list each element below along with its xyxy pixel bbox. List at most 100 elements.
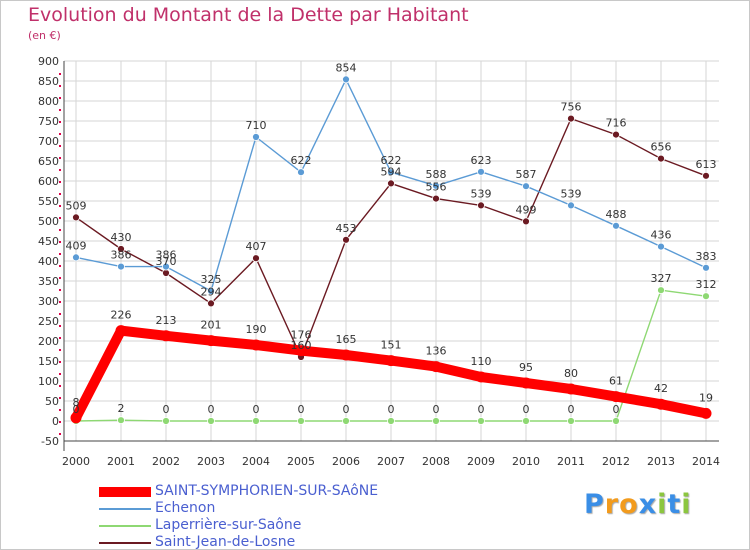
x-tick-label: 2001 [107,455,135,468]
data-point-saint-symphorien-sur-sa-ne [115,325,127,337]
y-tick-label: -50 [41,435,59,448]
data-point-saint-jean-de-losne [387,179,395,188]
axis-dot [59,241,61,243]
data-label-laperri-re-sur-sa-ne: 0 [568,403,575,416]
y-tick-label: 50 [45,395,59,408]
axis-dot [59,169,61,171]
data-label-laperri-re-sur-sa-ne: 0 [433,403,440,416]
data-label-saint-jean-de-losne: 613 [696,158,717,171]
legend-label: Saint-Jean-de-Losne [155,534,296,550]
data-label-saint-jean-de-losne: 160 [291,339,312,352]
data-point-saint-jean-de-losne [477,201,485,210]
x-tick-label: 2005 [287,455,315,468]
data-label-echenon: 710 [246,119,267,132]
legend-label: SAINT-SYMPHORIEN-SUR-SAôNE [155,483,379,499]
data-point-saint-symphorien-sur-sa-ne [610,391,622,403]
axis-dot [59,301,61,303]
data-point-saint-symphorien-sur-sa-ne [250,339,262,351]
line-chart: -500501001502002503003504004505005506006… [38,55,720,468]
axis-dot [59,349,61,351]
data-point-saint-symphorien-sur-sa-ne [205,335,217,347]
proxiti-logo: Proxiti [584,489,692,520]
chart-title: Evolution du Montant de la Dette par Hab… [28,4,469,26]
data-point-laperri-re-sur-sa-ne [612,417,620,425]
data-label-echenon: 623 [471,154,492,167]
data-point-saint-jean-de-losne [657,154,665,163]
data-label-saint-jean-de-losne: 294 [201,285,222,298]
x-tick-label: 2011 [557,455,585,468]
data-point-echenon [297,168,305,177]
data-label-saint-symphorien-sur-sa-ne: 226 [111,309,132,322]
data-label-laperri-re-sur-sa-ne: 0 [73,403,80,416]
data-label-laperri-re-sur-sa-ne: 0 [343,403,350,416]
data-label-echenon: 588 [426,168,447,181]
data-point-saint-jean-de-losne [612,130,620,139]
data-label-laperri-re-sur-sa-ne: 0 [208,403,215,416]
data-label-laperri-re-sur-sa-ne: 0 [298,403,305,416]
data-label-saint-symphorien-sur-sa-ne: 136 [426,345,447,358]
y-tick-label: 850 [38,75,59,88]
data-point-laperri-re-sur-sa-ne [252,417,260,425]
data-point-laperri-re-sur-sa-ne [207,417,215,425]
legend-swatch [99,542,151,544]
data-point-saint-symphorien-sur-sa-ne [340,349,352,361]
y-tick-label: 350 [38,275,59,288]
x-tick-label: 2012 [602,455,630,468]
data-label-laperri-re-sur-sa-ne: 0 [163,403,170,416]
y-tick-label: 800 [38,95,59,108]
x-tick-label: 2004 [242,455,270,468]
data-point-echenon [522,182,530,191]
axis-dot [59,397,61,399]
data-point-echenon [252,133,260,141]
legend-label: Laperrière-sur-Saône [155,517,302,533]
logo-letter: r [604,489,620,520]
data-point-saint-jean-de-losne [207,299,215,308]
data-label-echenon: 854 [336,61,357,74]
data-label-saint-symphorien-sur-sa-ne: 151 [381,339,402,352]
axis-dot [59,253,61,255]
legend-swatch [99,525,151,527]
data-point-echenon [702,263,710,272]
y-tick-label: 100 [38,375,59,388]
data-label-saint-symphorien-sur-sa-ne: 8 [73,396,80,409]
axis-dot [59,157,61,159]
data-label-saint-jean-de-losne: 407 [246,240,267,253]
data-point-echenon [612,221,620,230]
x-tick-label: 2014 [692,455,720,468]
data-point-echenon [72,253,80,262]
y-tick-label: 200 [38,335,59,348]
data-label-saint-symphorien-sur-sa-ne: 176 [291,329,312,342]
data-label-saint-jean-de-losne: 430 [111,231,132,244]
y-tick-label: 0 [52,415,59,428]
data-point-saint-symphorien-sur-sa-ne [385,355,397,367]
axis-dot [59,193,61,195]
axis-dot [59,265,61,267]
data-label-saint-jean-de-losne: 499 [516,203,537,216]
data-label-saint-jean-de-losne: 556 [426,181,447,194]
data-label-saint-symphorien-sur-sa-ne: 80 [564,367,578,380]
series-layer [70,75,712,425]
data-point-laperri-re-sur-sa-ne [657,286,665,295]
data-label-saint-jean-de-losne: 656 [651,141,672,154]
logo-letter: x [638,489,658,520]
y-tick-label: 750 [38,115,59,128]
data-point-echenon [477,167,485,176]
axis-layer: -500501001502002503003504004505005506006… [38,55,720,468]
data-point-echenon [387,168,395,177]
data-label-saint-symphorien-sur-sa-ne: 213 [156,314,177,327]
data-point-laperri-re-sur-sa-ne [477,417,485,425]
data-label-echenon: 386 [156,249,177,262]
data-label-laperri-re-sur-sa-ne: 0 [253,403,260,416]
data-point-echenon [162,262,170,271]
y-tick-label: 400 [38,255,59,268]
data-label-laperri-re-sur-sa-ne: 0 [523,403,530,416]
data-point-echenon [207,287,215,295]
data-label-saint-jean-de-losne: 370 [156,255,177,268]
logo-letter: o [619,489,639,520]
data-point-laperri-re-sur-sa-ne [342,417,350,425]
data-label-saint-symphorien-sur-sa-ne: 61 [609,375,623,388]
data-point-saint-symphorien-sur-sa-ne [160,330,172,342]
data-point-saint-symphorien-sur-sa-ne [430,361,442,373]
data-label-laperri-re-sur-sa-ne: 312 [696,278,717,291]
data-point-saint-jean-de-losne [162,269,170,277]
